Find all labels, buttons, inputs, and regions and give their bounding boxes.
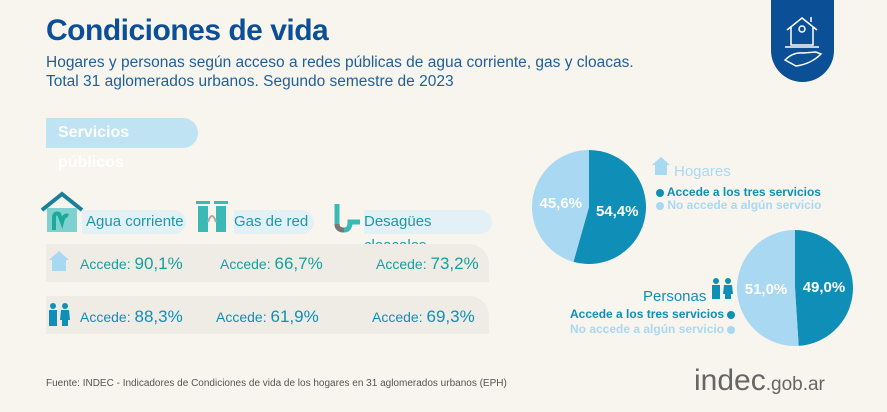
pie-slice-no-accede	[531, 150, 589, 262]
subtitle: Total 31 aglomerados urbanos. Segundo se…	[46, 73, 454, 90]
legend-no-accede: No accede a algún servicio	[570, 322, 736, 336]
people-icon	[712, 278, 733, 299]
value-cloacas: Accede: 69,3%	[372, 307, 475, 326]
house-icon	[49, 251, 69, 271]
service-label: Gas de red	[234, 210, 314, 234]
page-title: Condiciones de vida	[46, 14, 329, 47]
hogares-row: Accede: 90,1% Accede: 66,7% Accede: 73,2…	[46, 244, 489, 282]
source-note: Fuente: INDEC - Indicadores de Condicion…	[46, 378, 507, 389]
value-agua: Accede: 90,1%	[80, 254, 183, 273]
pie-title-personas: Personas	[643, 288, 707, 305]
pie-label: 49,0%	[803, 279, 846, 296]
house-in-hand-icon	[771, 0, 834, 82]
value-gas: Accede: 66,7%	[220, 254, 323, 273]
pie-title-hogares: Hogares	[674, 163, 731, 180]
legend-no-accede: No accede a algún servicio	[656, 198, 821, 212]
section-label: Servicios públicos	[46, 118, 198, 171]
value-cloacas: Accede: 73,2%	[376, 254, 479, 273]
house-icon	[652, 157, 670, 175]
subtitle: Hogares y personas según acceso a redes …	[46, 54, 634, 71]
service-label: Agua corriente	[82, 210, 186, 234]
pie-label: 51,0%	[745, 281, 788, 298]
pipe-icon	[332, 202, 364, 239]
pie-slice-accede	[573, 150, 646, 264]
value-agua: Accede: 88,3%	[80, 307, 183, 326]
pie-label: 45,6%	[539, 195, 582, 212]
pie-slice-no-accede	[736, 230, 799, 347]
value-gas: Accede: 61,9%	[216, 307, 319, 326]
people-icon	[49, 303, 70, 326]
pie-label: 54,4%	[596, 203, 639, 220]
water-house-icon	[40, 190, 84, 239]
legend-accede: Accede a los tres servicios	[656, 185, 821, 199]
indec-logo[interactable]: indec.gob.ar	[694, 364, 825, 397]
pie-slice-accede	[795, 230, 853, 346]
gas-tank-icon	[196, 200, 232, 239]
legend-accede: Accede a los tres servicios	[570, 307, 736, 321]
personas-row: Accede: 88,3% Accede: 61,9% Accede: 69,3…	[46, 296, 489, 334]
